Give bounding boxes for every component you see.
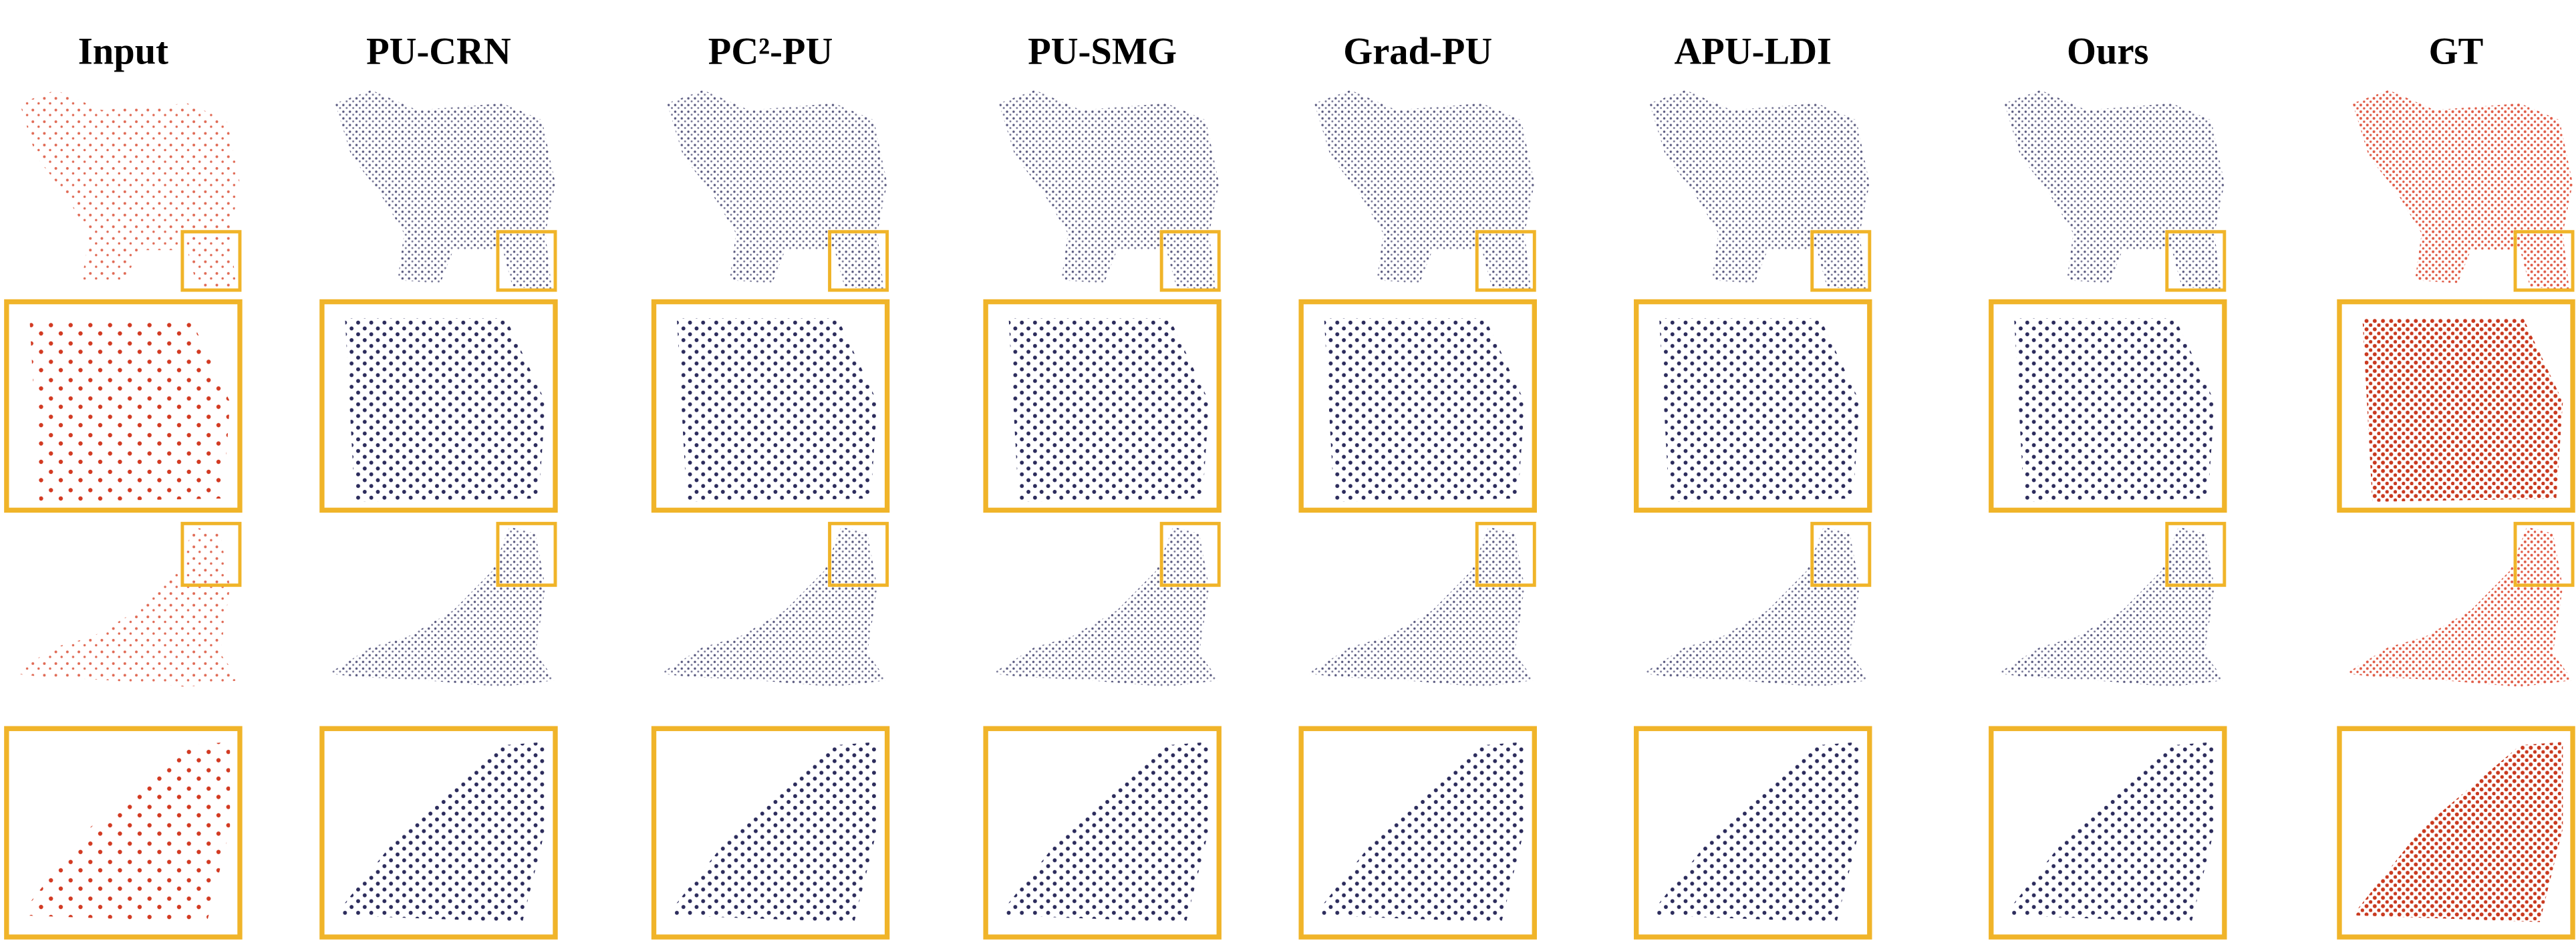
seal-point-cloud [992,527,1220,687]
seal-point-cloud [2345,527,2573,687]
seal-point-cloud [1642,527,1870,687]
column-header: Grad-PU [1343,30,1492,72]
method-column: Ours [1989,30,2227,940]
zoom-marker [496,521,557,587]
zoom-marker [1475,230,1536,292]
zoom-box [983,726,1222,940]
method-column: PU-SMG [983,30,1222,940]
column-header: GT [2429,30,2484,72]
bear-point-cloud [998,90,1220,291]
seal-point-cloud [1997,527,2225,687]
bear-zoom-points [345,318,546,502]
bear-zoom-points [1659,318,1860,502]
zoom-marker [180,230,242,292]
seal-zoom-points [667,742,877,922]
zoom-marker [2513,230,2575,292]
zoom-box [651,726,890,940]
zoom-marker [180,521,242,587]
zoom-marker [828,521,889,587]
zoom-marker [1810,521,1872,587]
zoom-box [2337,726,2575,940]
column-header: PU-CRN [366,30,511,72]
method-column: Input [4,30,243,940]
zoom-box [1298,726,1537,940]
column-header: PC²-PU [708,30,833,72]
column-header: PU-SMG [1028,30,1177,72]
zoom-marker [1810,230,1872,292]
method-column: APU-LDI [1634,30,1872,940]
seal-zoom-points [2352,742,2563,922]
column-header: Input [78,30,168,72]
column-header: Ours [2067,30,2149,72]
zoom-box [1989,726,2227,940]
seal-point-cloud [13,527,240,687]
seal-point-cloud [1308,527,1535,687]
zoom-marker [2513,521,2575,587]
bear-zoom-points [1008,318,1209,502]
bear-zoom-points [1324,318,1525,502]
seal-zoom-points [2004,742,2215,922]
bear-point-cloud [335,90,555,291]
zoom-marker [1159,230,1221,292]
column-header: APU-LDI [1674,30,1832,72]
method-column: PU-CRN [319,30,558,940]
zoom-box [651,299,890,513]
bear-zoom-points [29,318,231,502]
seal-point-cloud [660,527,887,687]
zoom-marker [496,230,557,292]
zoom-box [4,299,243,513]
bear-zoom-points [2014,318,2215,502]
method-column: Grad-PU [1298,30,1537,940]
zoom-marker [1475,521,1536,587]
zoom-box [2337,299,2575,513]
zoom-marker [2165,230,2227,292]
seal-zoom-points [1314,742,1525,922]
zoom-box [319,299,558,513]
bear-point-cloud [2352,90,2573,291]
zoom-box [1634,299,1872,513]
bear-zoom-points [676,318,877,502]
zoom-marker [2165,521,2227,587]
seal-zoom-points [998,742,1209,922]
seal-zoom-points [1649,742,1860,922]
bear-point-cloud [667,90,887,291]
bear-point-cloud [1649,90,1870,291]
zoom-box [1989,299,2227,513]
zoom-box [983,299,1222,513]
seal-zoom-points [335,742,546,922]
bear-point-cloud [19,90,240,291]
zoom-box [1634,726,1872,940]
seal-zoom-points [19,742,231,922]
bear-zoom-points [2362,318,2563,502]
zoom-box [4,726,243,940]
seal-point-cloud [328,527,555,687]
zoom-marker [828,230,889,292]
zoom-box [319,726,558,940]
bear-point-cloud [2004,90,2225,291]
method-column: GT [2337,30,2575,940]
method-column: PC²-PU [651,30,890,940]
bear-point-cloud [1314,90,1535,291]
zoom-marker [1159,521,1221,587]
zoom-box [1298,299,1537,513]
